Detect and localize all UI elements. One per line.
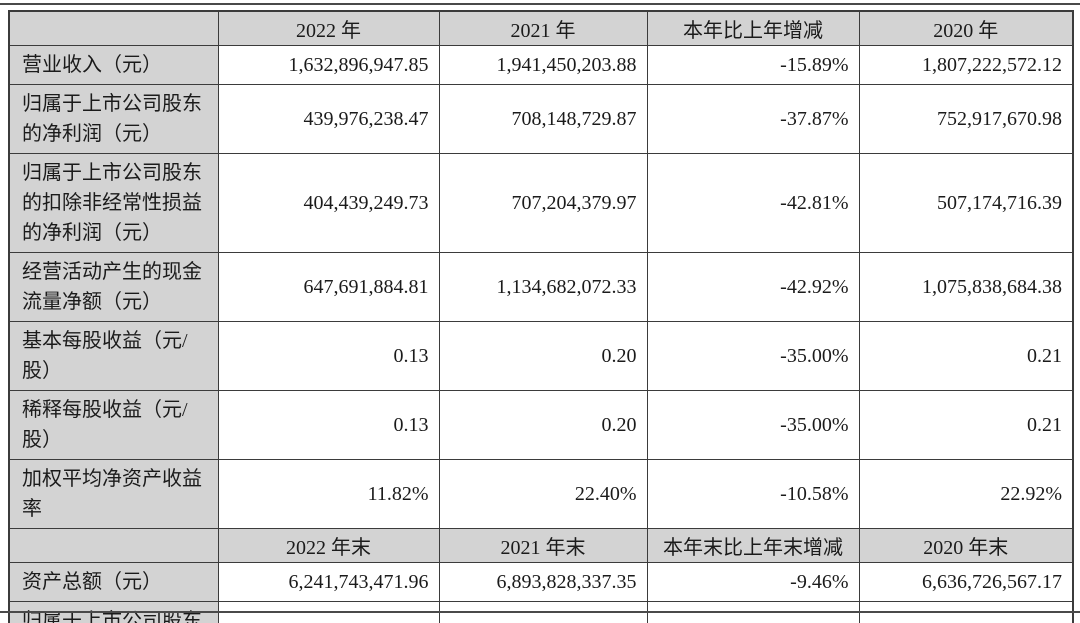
table-row: 资产总额（元） 6,241,743,471.96 6,893,828,337.3… xyxy=(8,562,1074,602)
value-cell: 1,941,450,203.88 xyxy=(438,45,648,85)
value-cell: 707,204,379.97 xyxy=(438,153,648,253)
value-cell: 0.13 xyxy=(217,321,440,391)
header-cell-2020-end: 2020 年末 xyxy=(858,528,1074,563)
table-row: 营业收入（元） 1,632,896,947.85 1,941,450,203.8… xyxy=(8,45,1074,85)
value-cell: -10.58% xyxy=(646,459,860,529)
table-row: 归属于上市公司股东的扣除非经常性损益的净利润（元） 404,439,249.73… xyxy=(8,153,1074,253)
value-cell: 1,134,682,072.33 xyxy=(438,252,648,322)
value-cell: 708,148,729.87 xyxy=(438,84,648,154)
header-cell-yoy-change: 本年比上年增减 xyxy=(646,10,860,46)
row-label: 归属于上市公司股东的扣除非经常性损益的净利润（元） xyxy=(8,153,219,253)
value-cell: -9.46% xyxy=(646,562,860,602)
header-cell-2022: 2022 年 xyxy=(217,10,440,46)
row-label: 加权平均净资产收益率 xyxy=(8,459,219,529)
value-cell: 647,691,884.81 xyxy=(217,252,440,322)
header-cell-2022-end: 2022 年末 xyxy=(217,528,440,563)
value-cell: 11.82% xyxy=(217,459,440,529)
header-cell-2021: 2021 年 xyxy=(438,10,648,46)
bottom-divider xyxy=(0,611,1080,613)
value-cell: 22.40% xyxy=(438,459,648,529)
row-label: 稀释每股收益（元/股） xyxy=(8,390,219,460)
table-header-row: 2022 年 2021 年 本年比上年增减 2020 年 xyxy=(8,10,1074,46)
value-cell: 0.20 xyxy=(438,390,648,460)
table-row: 归属于上市公司股东的净利润（元） 439,976,238.47 708,148,… xyxy=(8,84,1074,154)
row-label: 经营活动产生的现金流量净额（元） xyxy=(8,252,219,322)
row-label: 资产总额（元） xyxy=(8,562,219,602)
value-cell: -42.81% xyxy=(646,153,860,253)
header-cell-2021-end: 2021 年末 xyxy=(438,528,648,563)
row-label: 归属于上市公司股东的净利润（元） xyxy=(8,84,219,154)
top-divider xyxy=(0,3,1080,5)
table-row: 稀释每股收益（元/股） 0.13 0.20 -35.00% 0.21 xyxy=(8,390,1074,460)
value-cell: 439,976,238.47 xyxy=(217,84,440,154)
value-cell: 22.92% xyxy=(858,459,1074,529)
value-cell: 0.21 xyxy=(858,321,1074,391)
value-cell: 752,917,670.98 xyxy=(858,84,1074,154)
row-label: 归属于上市公司股东的净资产（元） xyxy=(8,601,219,623)
value-cell: 6,893,828,337.35 xyxy=(438,562,648,602)
value-cell: -15.89% xyxy=(646,45,860,85)
header-cell-2020: 2020 年 xyxy=(858,10,1074,46)
header-cell-empty xyxy=(8,10,219,46)
value-cell: -42.92% xyxy=(646,252,860,322)
value-cell: 1,075,838,684.38 xyxy=(858,252,1074,322)
row-label: 基本每股收益（元/股） xyxy=(8,321,219,391)
value-cell: -37.87% xyxy=(646,84,860,154)
value-cell: 0.20 xyxy=(438,321,648,391)
table-row: 加权平均净资产收益率 11.82% 22.40% -10.58% 22.92% xyxy=(8,459,1074,529)
value-cell: 404,439,249.73 xyxy=(217,153,440,253)
header-cell-year-end-change: 本年末比上年末增减 xyxy=(646,528,860,563)
table-row: 经营活动产生的现金流量净额（元） 647,691,884.81 1,134,68… xyxy=(8,252,1074,322)
value-cell: -35.00% xyxy=(646,321,860,391)
table-header-row: 2022 年末 2021 年末 本年末比上年末增减 2020 年末 xyxy=(8,528,1074,563)
value-cell: 507,174,716.39 xyxy=(858,153,1074,253)
value-cell: 6,636,726,567.17 xyxy=(858,562,1074,602)
financial-summary-table: 2022 年 2021 年 本年比上年增减 2020 年 营业收入（元） 1,6… xyxy=(8,10,1074,623)
value-cell: 0.21 xyxy=(858,390,1074,460)
value-cell: 0.13 xyxy=(217,390,440,460)
value-cell: 6,241,743,471.96 xyxy=(217,562,440,602)
row-label: 营业收入（元） xyxy=(8,45,219,85)
value-cell: -35.00% xyxy=(646,390,860,460)
value-cell: 1,807,222,572.12 xyxy=(858,45,1074,85)
table-row: 基本每股收益（元/股） 0.13 0.20 -35.00% 0.21 xyxy=(8,321,1074,391)
header-cell-empty xyxy=(8,528,219,563)
value-cell: 1,632,896,947.85 xyxy=(217,45,440,85)
